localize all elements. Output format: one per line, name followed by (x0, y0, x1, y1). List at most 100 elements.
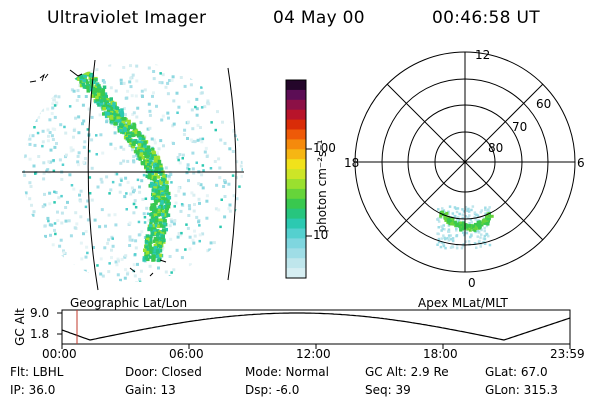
speckle-pixel (198, 137, 202, 141)
aurora-pixel (97, 86, 102, 90)
colorbar (286, 80, 306, 279)
colorbar-segment (286, 119, 306, 131)
speckle-pixel (128, 235, 132, 239)
speckle-pixel (124, 176, 128, 180)
aurora-pixel (165, 185, 169, 189)
speckle-pixel (33, 270, 37, 274)
polar-speckle (457, 218, 461, 221)
speckle-pixel (244, 65, 247, 68)
speckle-pixel (122, 81, 126, 85)
speckle-pixel (183, 128, 187, 132)
speckle-pixel (34, 276, 38, 279)
aurora-pixel (147, 227, 151, 232)
aurora-pixel (124, 124, 128, 129)
speckle-pixel (118, 190, 122, 194)
aurora-pixel (167, 201, 171, 206)
polar-speckle (455, 227, 458, 230)
aurora-pixel (146, 237, 150, 242)
aurora-pixel (91, 90, 96, 94)
aurora-pixel (159, 181, 163, 185)
speckle-pixel (198, 239, 201, 243)
aurora-pixel (91, 86, 96, 91)
aurora-pixel (154, 167, 159, 171)
aurora-pixel (136, 134, 141, 138)
aurora-pixel (126, 132, 130, 136)
speckle-pixel (41, 108, 45, 112)
aurora-pixel (143, 145, 147, 149)
polar-aurora-pixel (443, 215, 447, 219)
speckle-pixel (64, 206, 68, 209)
longitude-line (87, 59, 99, 291)
speckle-pixel (189, 83, 193, 87)
aurora-pixel (136, 150, 140, 154)
polar-speckle (484, 212, 487, 215)
speckle-pixel (152, 91, 155, 95)
aurora-pixel (96, 101, 100, 105)
aurora-pixel (114, 121, 118, 126)
speckle-pixel (230, 119, 234, 123)
speckle-pixel (235, 114, 239, 118)
speckle-pixel (83, 269, 87, 273)
speckle-pixel (110, 235, 114, 239)
speckle-pixel (108, 192, 111, 195)
speckle-pixel (132, 211, 136, 215)
speckle-pixel (44, 234, 47, 238)
polar-speckle (477, 231, 480, 234)
aurora-pixel (132, 127, 137, 131)
polar-speckle (458, 212, 461, 216)
speckle-pixel (218, 176, 222, 180)
aurora-pixel (139, 141, 144, 145)
aurora-pixel (166, 199, 170, 204)
aurora-pixel (145, 148, 149, 152)
speckle-pixel (64, 153, 68, 157)
status-door: Door: Closed (125, 365, 202, 379)
speckle-pixel (128, 238, 132, 242)
speckle-pixel (187, 100, 191, 104)
speckle-pixel (138, 277, 142, 281)
speckle-pixel (30, 221, 34, 225)
speckle-pixel (227, 207, 231, 211)
speckle-pixel (189, 267, 193, 271)
colorbar-segment (286, 109, 306, 121)
speckle-pixel (241, 203, 243, 206)
speckle-pixel (40, 98, 44, 102)
speckle-pixel (152, 77, 156, 81)
speckle-pixel (176, 156, 180, 159)
aurora-pixel (95, 95, 99, 100)
speckle-pixel (238, 185, 241, 188)
speckle-pixel (225, 88, 229, 91)
speckle-pixel (206, 249, 210, 253)
aurora-pixel (158, 221, 163, 225)
speckle-pixel (57, 65, 61, 69)
speckle-pixel (187, 168, 191, 171)
speckle-pixel (146, 127, 150, 131)
speckle-pixel (214, 128, 217, 132)
speckle-pixel (236, 260, 240, 264)
speckle-pixel (169, 237, 173, 241)
speckle-pixel (62, 249, 65, 253)
speckle-pixel (197, 197, 201, 201)
status-mode: Mode: Normal (245, 365, 329, 379)
colorbar-segment (286, 188, 306, 200)
aurora-pixel (154, 216, 159, 220)
aurora-pixel (161, 177, 166, 182)
aurora-pixel (144, 245, 149, 249)
speckle-pixel (101, 151, 105, 155)
polar-speckle (455, 246, 459, 250)
aurora-pixel (102, 85, 107, 89)
aurora-pixel (148, 255, 152, 259)
polar-speckle (439, 216, 443, 219)
speckle-pixel (194, 71, 198, 75)
polar-aurora-pixel (478, 222, 482, 226)
speckle-pixel (168, 171, 172, 175)
speckle-pixel (192, 241, 196, 245)
polar-speckle (475, 246, 478, 249)
speckle-pixel (206, 277, 210, 280)
polar-speckle (444, 246, 447, 250)
speckle-pixel (172, 268, 176, 272)
speckle-pixel (132, 160, 136, 164)
aurora-pixel (149, 212, 153, 217)
speckle-pixel (49, 233, 52, 237)
speckle-pixel (115, 172, 119, 176)
polar-aurora-pixel (480, 223, 484, 227)
